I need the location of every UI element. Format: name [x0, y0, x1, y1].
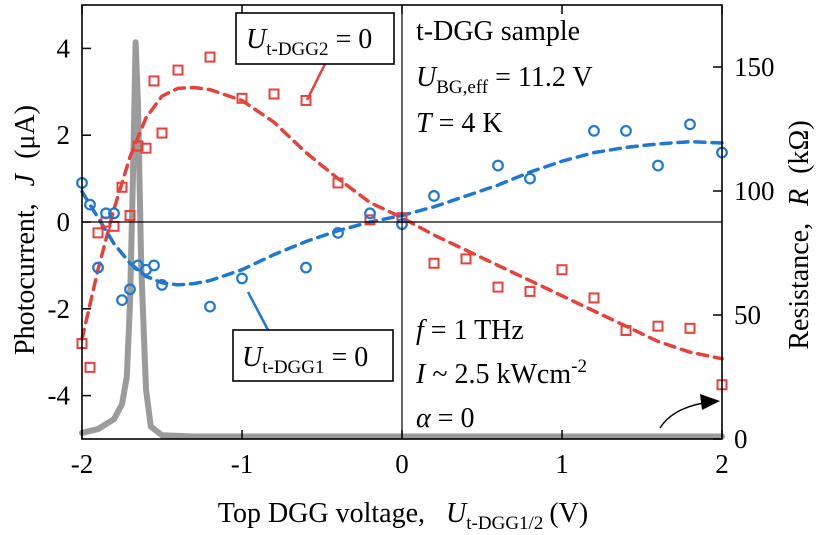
- angle-label: α = 0: [416, 403, 475, 434]
- dgg1-point: [236, 272, 248, 285]
- x-tick-label: -2: [71, 449, 94, 479]
- temperature-label: T = 4 K: [416, 108, 503, 139]
- dgg2-point: [204, 51, 216, 63]
- y-left-axis-title: Photocurrent, J (μA): [10, 105, 41, 355]
- x-tick-label: -1: [231, 449, 254, 479]
- dgg2-leader-line: [305, 63, 327, 101]
- y-right-tick-label: 0: [734, 424, 748, 454]
- dgg2-point: [116, 181, 128, 193]
- y-left-tick-label: 2: [57, 120, 71, 150]
- y-right-axis-title: Resistance, R (kΩ): [784, 120, 815, 349]
- x-axis-title: Top DGG voltage, Ut-DGG1/2 (V): [218, 498, 588, 534]
- dgg1-point: [620, 124, 632, 137]
- dgg2-point: [148, 75, 160, 87]
- dgg2-point: [268, 88, 280, 100]
- y-left-tick-label: -2: [48, 294, 71, 324]
- dgg1-point: [684, 118, 696, 131]
- dgg2-point: [620, 325, 632, 336]
- y-right-tick-label: 50: [734, 300, 761, 330]
- frequency-label: f = 1 THz: [416, 315, 524, 346]
- dgg2-point: [124, 209, 136, 221]
- dgg2-point: [556, 264, 568, 276]
- dgg1-point: [100, 207, 112, 220]
- dgg1-label-box: [232, 329, 394, 382]
- dgg2-point: [140, 142, 152, 154]
- resistance-line: [79, 39, 725, 440]
- dgg2-point: [92, 227, 104, 239]
- dgg2-point: [156, 127, 168, 139]
- dgg1-point: [300, 261, 312, 274]
- dgg1-leader-line: [246, 291, 270, 331]
- dgg2-label: Ut-DGG2 = 0: [246, 24, 372, 60]
- dgg2-point: [428, 257, 440, 269]
- sample-label: t-DGG sample: [416, 16, 580, 47]
- dgg1-point: [156, 279, 168, 291]
- dgg1-point: [108, 207, 120, 220]
- dgg1-point: [84, 198, 96, 211]
- dgg1-label: Ut-DGG1 = 0: [242, 342, 368, 378]
- y-left-tick-label: -4: [48, 381, 71, 411]
- resistance-series: [79, 39, 725, 440]
- dgg2-point: [524, 285, 536, 297]
- dgg2-point: [460, 253, 472, 265]
- dgg1-point: [124, 283, 136, 296]
- x-tick-label: 1: [555, 449, 569, 479]
- dgg1-point: [428, 190, 440, 202]
- y-right-tick-label: 150: [734, 52, 775, 82]
- dgg1-point: [588, 124, 600, 137]
- dgg1-point: [116, 294, 128, 307]
- dgg2-point: [300, 94, 312, 106]
- x-tick-label: 0: [395, 449, 409, 479]
- dgg1-point: [492, 159, 504, 172]
- y-left-tick-label: 0: [57, 207, 71, 237]
- dgg1-point: [92, 261, 104, 274]
- dgg1-point: [364, 207, 376, 220]
- dgg2-point: [652, 320, 664, 332]
- intensity-label: I ~ 2.5 kWcm-2: [415, 356, 587, 390]
- backgate-label: UBG,eff = 11.2 V: [416, 62, 593, 98]
- dgg2-point: [492, 281, 504, 293]
- dgg2-point: [684, 322, 696, 334]
- dgg1-point: [524, 172, 536, 185]
- dgg2-point: [364, 214, 376, 226]
- y-right-tick-label: 100: [734, 176, 775, 206]
- dgg2-point: [172, 64, 184, 76]
- dgg2-point: [332, 177, 344, 189]
- y-left-tick-label: 4: [57, 33, 71, 63]
- dgg1-point: [148, 259, 160, 272]
- dgg1-point: [204, 300, 216, 313]
- dgg2-point: [236, 92, 248, 104]
- dgg2-point: [588, 292, 600, 304]
- dgg2-label-box: [235, 12, 395, 65]
- dgg1-fit-curve: [80, 139, 724, 287]
- dgg1-point: [652, 159, 664, 172]
- dgg1-point: [332, 226, 344, 239]
- dgg2-point: [84, 361, 96, 373]
- arrow-head-icon: [700, 394, 720, 410]
- x-tick-label: 2: [715, 449, 729, 479]
